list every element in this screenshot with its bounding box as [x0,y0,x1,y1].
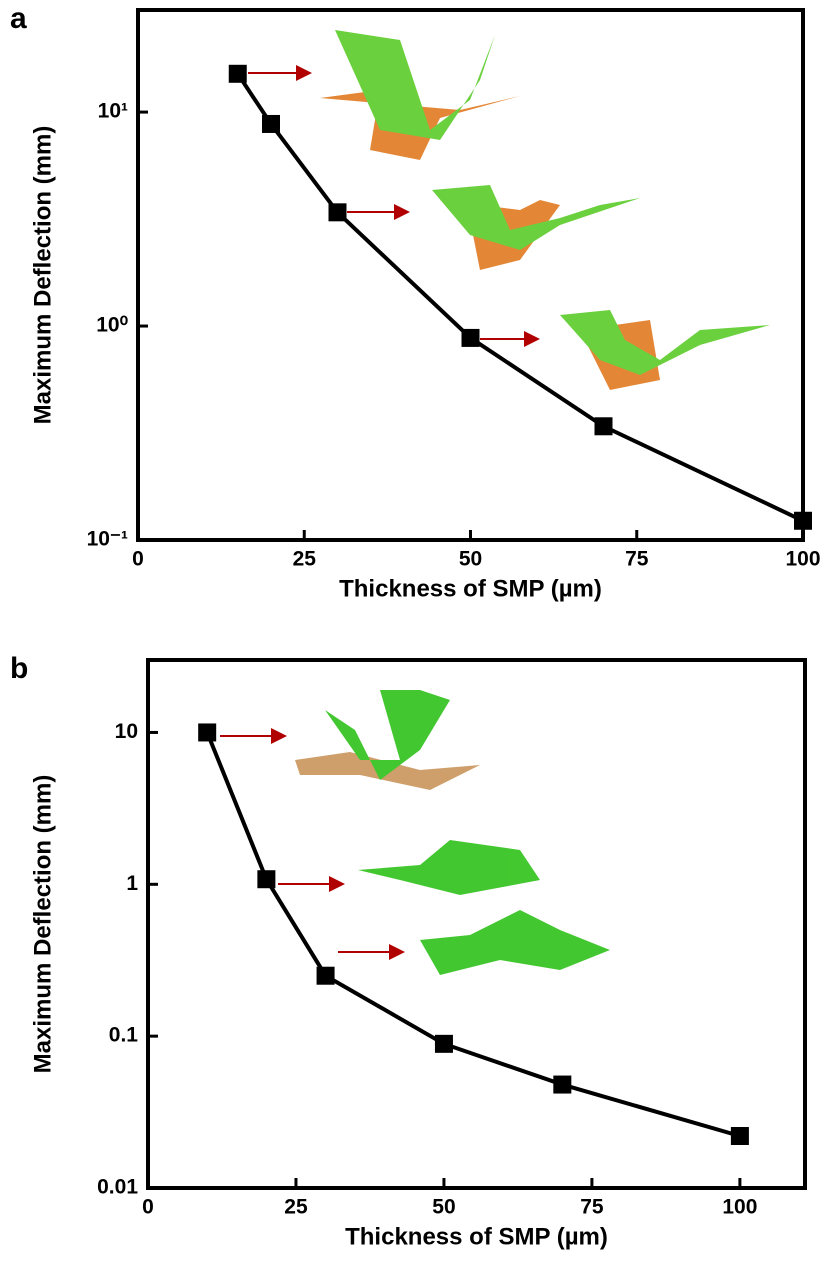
marker [228,64,247,83]
y-tick-label: 10⁰ [96,314,128,337]
y-tick-label: 0.1 [109,1024,139,1047]
marker [328,203,347,222]
x-tick-label: 25 [284,1196,308,1219]
x-tick-label: 0 [132,548,144,571]
y-tick-label: 0.01 [97,1176,138,1199]
series-line [236,72,804,523]
y-axis-label: Maximum Deflection (mm) [29,775,56,1074]
panel-label: b [10,652,28,685]
marker [794,511,812,530]
y-tick-label: 10¹ [98,100,128,123]
marker [262,114,280,133]
x-tick-label: 50 [432,1196,455,1219]
x-tick-label: 75 [580,1196,604,1219]
plot-frame [146,658,807,1190]
panel-label: a [10,2,27,35]
marker [594,417,613,436]
marker [730,1127,749,1146]
insets [220,30,770,975]
x-axis-label: Thickness of SMP (µm) [345,1223,608,1250]
marker [461,328,480,347]
marker [198,723,217,742]
marker [257,870,276,889]
y-tick-label: 1 [126,872,138,895]
marker [553,1075,572,1094]
plot-frame [136,8,805,542]
marker [434,1034,453,1053]
x-tick-label: 100 [722,1196,757,1219]
marker [316,966,335,985]
y-tick-label: 10⁻¹ [87,528,128,551]
y-axis-label: Maximum Deflection (mm) [29,126,56,425]
x-tick-label: 100 [785,548,820,571]
x-tick-label: 50 [459,548,482,571]
x-axis-label: Thickness of SMP (µm) [339,575,602,602]
x-tick-label: 75 [625,548,649,571]
y-tick-label: 10 [115,720,138,743]
series-line [205,731,741,1138]
x-tick-label: 0 [142,1196,154,1219]
x-tick-label: 25 [293,548,317,571]
